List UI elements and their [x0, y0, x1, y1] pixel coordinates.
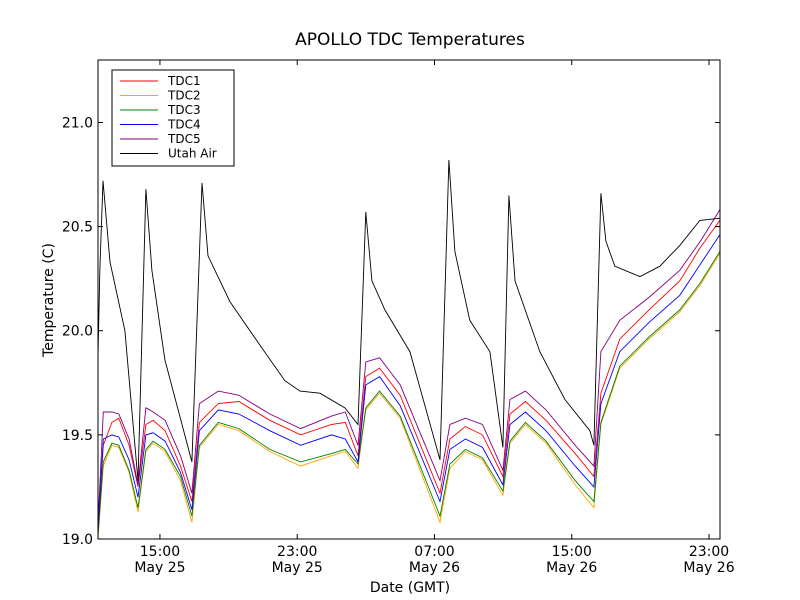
legend-label-tdc5: TDC5: [167, 132, 201, 146]
y-tick-label: 19.0: [62, 532, 93, 548]
x-tick-label-time: 15:00: [552, 544, 592, 560]
series-line-tdc5: [97, 209, 721, 525]
plot-frame: [97, 59, 721, 540]
x-tick-label-date: May 26: [546, 560, 597, 576]
legend-label-tdc2: TDC2: [167, 89, 201, 103]
x-tick-label-date: May 26: [409, 560, 460, 576]
y-tick-label: 21.0: [62, 115, 93, 131]
legend-label-tdc1: TDC1: [167, 74, 201, 88]
y-axis-label: Temperature (C): [41, 243, 57, 358]
chart-title: APOLLO TDC Temperatures: [295, 30, 525, 50]
series-layer: [97, 159, 721, 540]
x-tick-label-date: May 26: [683, 560, 734, 576]
x-tick-label-date: May 25: [134, 560, 185, 576]
y-tick-label: 19.5: [62, 428, 93, 444]
series-line-utah-air: [97, 159, 720, 481]
legend-label-tdc4: TDC4: [167, 118, 201, 132]
x-tick-label-time: 23:00: [689, 544, 729, 560]
legend-label-tdc3: TDC3: [167, 103, 201, 117]
x-tick-label-time: 07:00: [414, 544, 454, 560]
legend-label-utah-air: Utah Air: [168, 147, 217, 161]
y-tick-label: 20.5: [62, 220, 93, 236]
x-axis-label: Date (GMT): [370, 580, 450, 596]
legend-box: [111, 69, 235, 167]
x-tick-label-time: 15:00: [140, 544, 180, 560]
series-line-tdc4: [97, 234, 721, 531]
series-line-tdc1: [97, 220, 721, 529]
x-tick-label-time: 23:00: [277, 544, 317, 560]
series-line-tdc3: [97, 251, 721, 535]
y-tick-label: 20.0: [62, 324, 93, 340]
x-tick-label-date: May 25: [272, 560, 323, 576]
